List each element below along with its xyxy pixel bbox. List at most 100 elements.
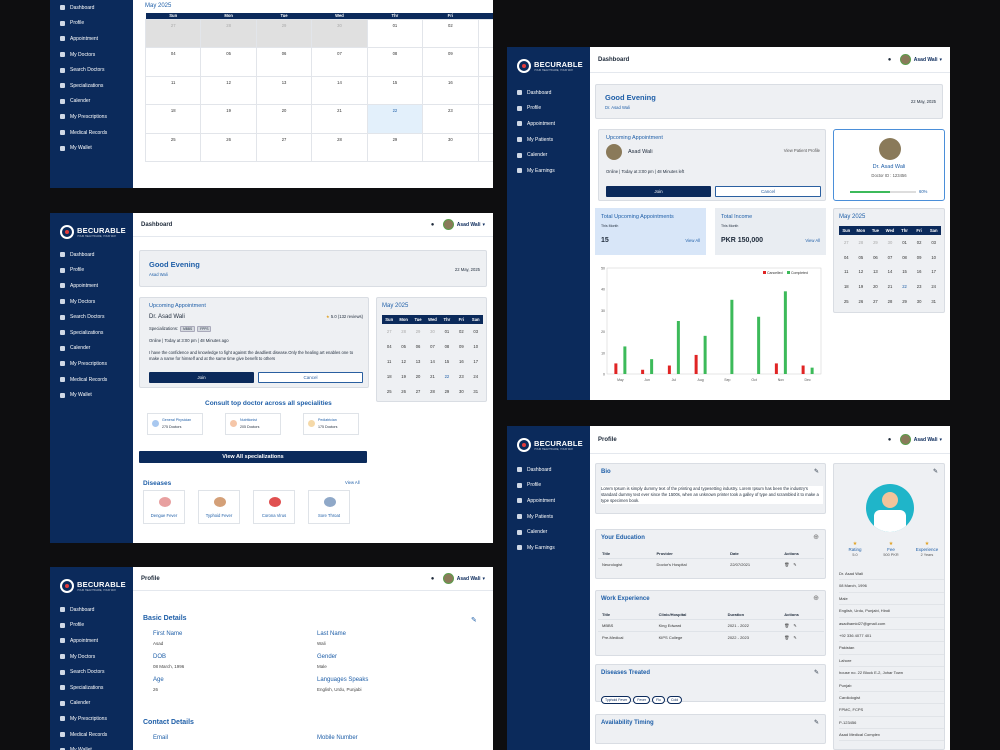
calendar-day[interactable]: 30: [311, 18, 368, 48]
calendar-day[interactable]: 08: [444, 344, 450, 349]
calendar-day[interactable]: 28: [401, 329, 406, 334]
calendar-day[interactable]: 11: [144, 75, 202, 105]
edit-icon[interactable]: ✎: [813, 670, 819, 676]
calendar-day[interactable]: 13: [415, 359, 421, 364]
calendar-day[interactable]: 07: [887, 254, 893, 260]
delete-icon[interactable]: 🗑: [784, 623, 790, 628]
calendar-day[interactable]: 08: [902, 254, 907, 260]
sidebar-item[interactable]: My Patients: [517, 132, 590, 148]
sidebar-item[interactable]: Appointment: [60, 278, 133, 294]
bell-icon[interactable]: ●: [430, 575, 435, 582]
calendar-day[interactable]: 09: [916, 254, 922, 260]
disease-card[interactable]: Dengue Fever: [143, 490, 185, 524]
delete-icon[interactable]: 🗑: [784, 562, 790, 567]
calendar-day[interactable]: 19: [401, 374, 406, 379]
calendar-day[interactable]: 25: [144, 132, 202, 162]
view-all-link[interactable]: View All: [345, 480, 360, 485]
calendar-day[interactable]: 01: [366, 18, 424, 48]
calendar-day[interactable]: 28: [858, 239, 864, 245]
sidebar-item[interactable]: My Wallet: [60, 742, 133, 750]
calendar-day[interactable]: 29: [444, 389, 450, 394]
calendar-day[interactable]: 18: [843, 284, 849, 290]
calendar-day[interactable]: 31: [473, 389, 479, 394]
calendar-day[interactable]: 30: [430, 329, 435, 334]
sidebar-item[interactable]: Dashboard: [60, 0, 133, 16]
edit-icon[interactable]: ✎: [793, 635, 797, 640]
calendar-day[interactable]: 10: [931, 254, 937, 260]
calendar-day[interactable]: 27: [255, 132, 313, 162]
avatar[interactable]: [899, 54, 911, 65]
sidebar-item[interactable]: Profile: [517, 478, 590, 494]
calendar-day[interactable]: 09: [422, 47, 479, 77]
calendar-day[interactable]: 16: [422, 75, 479, 105]
sidebar-item[interactable]: Appointment: [60, 31, 133, 47]
calendar-day[interactable]: 22: [444, 374, 450, 379]
sidebar-item[interactable]: My Doctors: [60, 649, 133, 665]
calendar-day[interactable]: 22: [902, 284, 907, 290]
calendar-day[interactable]: 25: [843, 299, 849, 305]
calendar-day[interactable]: 27: [873, 299, 878, 305]
sidebar-item[interactable]: Search Doctors: [60, 62, 133, 78]
calendar-day[interactable]: 29: [255, 18, 313, 48]
disease-card[interactable]: Typhoid Fever: [198, 490, 240, 524]
view-patient-profile-link[interactable]: View Patient Profile: [783, 148, 820, 153]
calendar-day[interactable]: 21: [311, 104, 368, 134]
calendar-day[interactable]: 19: [858, 284, 864, 290]
sidebar-item[interactable]: Calender: [517, 147, 590, 163]
calendar-day[interactable]: 21: [430, 374, 435, 379]
calendar-day[interactable]: 07: [311, 47, 368, 77]
sidebar-item[interactable]: Profile: [60, 263, 133, 279]
user-menu[interactable]: Asad Wali: [913, 56, 938, 63]
chevron-down-icon[interactable]: ▾: [482, 221, 485, 228]
user-menu[interactable]: Asad Wali: [913, 436, 938, 443]
calendar-day[interactable]: 12: [401, 359, 406, 364]
calendar-day[interactable]: 23: [422, 104, 479, 134]
calendar-day[interactable]: 27: [386, 329, 392, 334]
sidebar-item[interactable]: Calender: [60, 94, 133, 110]
calendar-day[interactable]: 30: [422, 132, 479, 162]
sidebar-item[interactable]: Dashboard: [517, 85, 590, 101]
calendar-day[interactable]: 11: [387, 359, 392, 364]
speciality-card[interactable]: General Physician 275 Doctors: [147, 413, 203, 435]
calendar-day[interactable]: 06: [415, 344, 421, 349]
calendar-day[interactable]: 04: [386, 344, 392, 349]
calendar-day[interactable]: 16: [916, 269, 922, 275]
sidebar-item[interactable]: Appointment: [60, 633, 133, 649]
calendar-day[interactable]: 08: [366, 47, 424, 77]
avatar[interactable]: [442, 219, 454, 230]
speciality-card[interactable]: Pediatrician 175 Doctors: [303, 413, 359, 435]
sidebar-item[interactable]: Search Doctors: [60, 309, 133, 325]
avatar[interactable]: [899, 434, 911, 445]
calendar-day[interactable]: 20: [415, 374, 421, 379]
sidebar-item[interactable]: Medical Records: [60, 727, 133, 743]
sidebar-item[interactable]: My Wallet: [60, 140, 133, 156]
calendar-day[interactable]: 04: [843, 254, 849, 260]
add-icon[interactable]: ⊕: [813, 595, 819, 602]
sidebar-item[interactable]: Specializations: [60, 325, 133, 341]
calendar-day[interactable]: 22: [366, 104, 424, 134]
edit-icon[interactable]: ✎: [813, 469, 819, 475]
calendar-day[interactable]: 13: [873, 269, 878, 275]
calendar-day[interactable]: 05: [200, 47, 257, 77]
sidebar-item[interactable]: Appointment: [517, 493, 590, 509]
sidebar-item[interactable]: Profile: [60, 618, 133, 634]
edit-icon[interactable]: ✎: [793, 562, 797, 567]
calendar-day[interactable]: 16: [458, 359, 464, 364]
sidebar-item[interactable]: My Earnings: [517, 163, 590, 179]
sidebar-item[interactable]: Calender: [517, 524, 590, 540]
disease-card[interactable]: Corona Virus: [253, 490, 295, 524]
sidebar-item[interactable]: My Prescriptions: [60, 109, 133, 125]
join-button[interactable]: Join: [149, 372, 254, 383]
avatar[interactable]: [442, 573, 454, 584]
calendar-day[interactable]: 10: [473, 344, 479, 349]
calendar-day[interactable]: 29: [902, 299, 907, 305]
calendar-day[interactable]: 26: [200, 132, 257, 162]
sidebar-item[interactable]: My Wallet: [60, 387, 133, 403]
calendar-day[interactable]: 27: [144, 18, 202, 48]
view-all-specializations-button[interactable]: View All specializations: [139, 451, 367, 463]
edit-icon[interactable]: ✎: [932, 469, 938, 475]
calendar-day[interactable]: 20: [873, 284, 878, 290]
sidebar-item[interactable]: Profile: [60, 16, 133, 32]
join-button[interactable]: Join: [606, 186, 711, 197]
bell-icon[interactable]: ●: [430, 221, 435, 228]
